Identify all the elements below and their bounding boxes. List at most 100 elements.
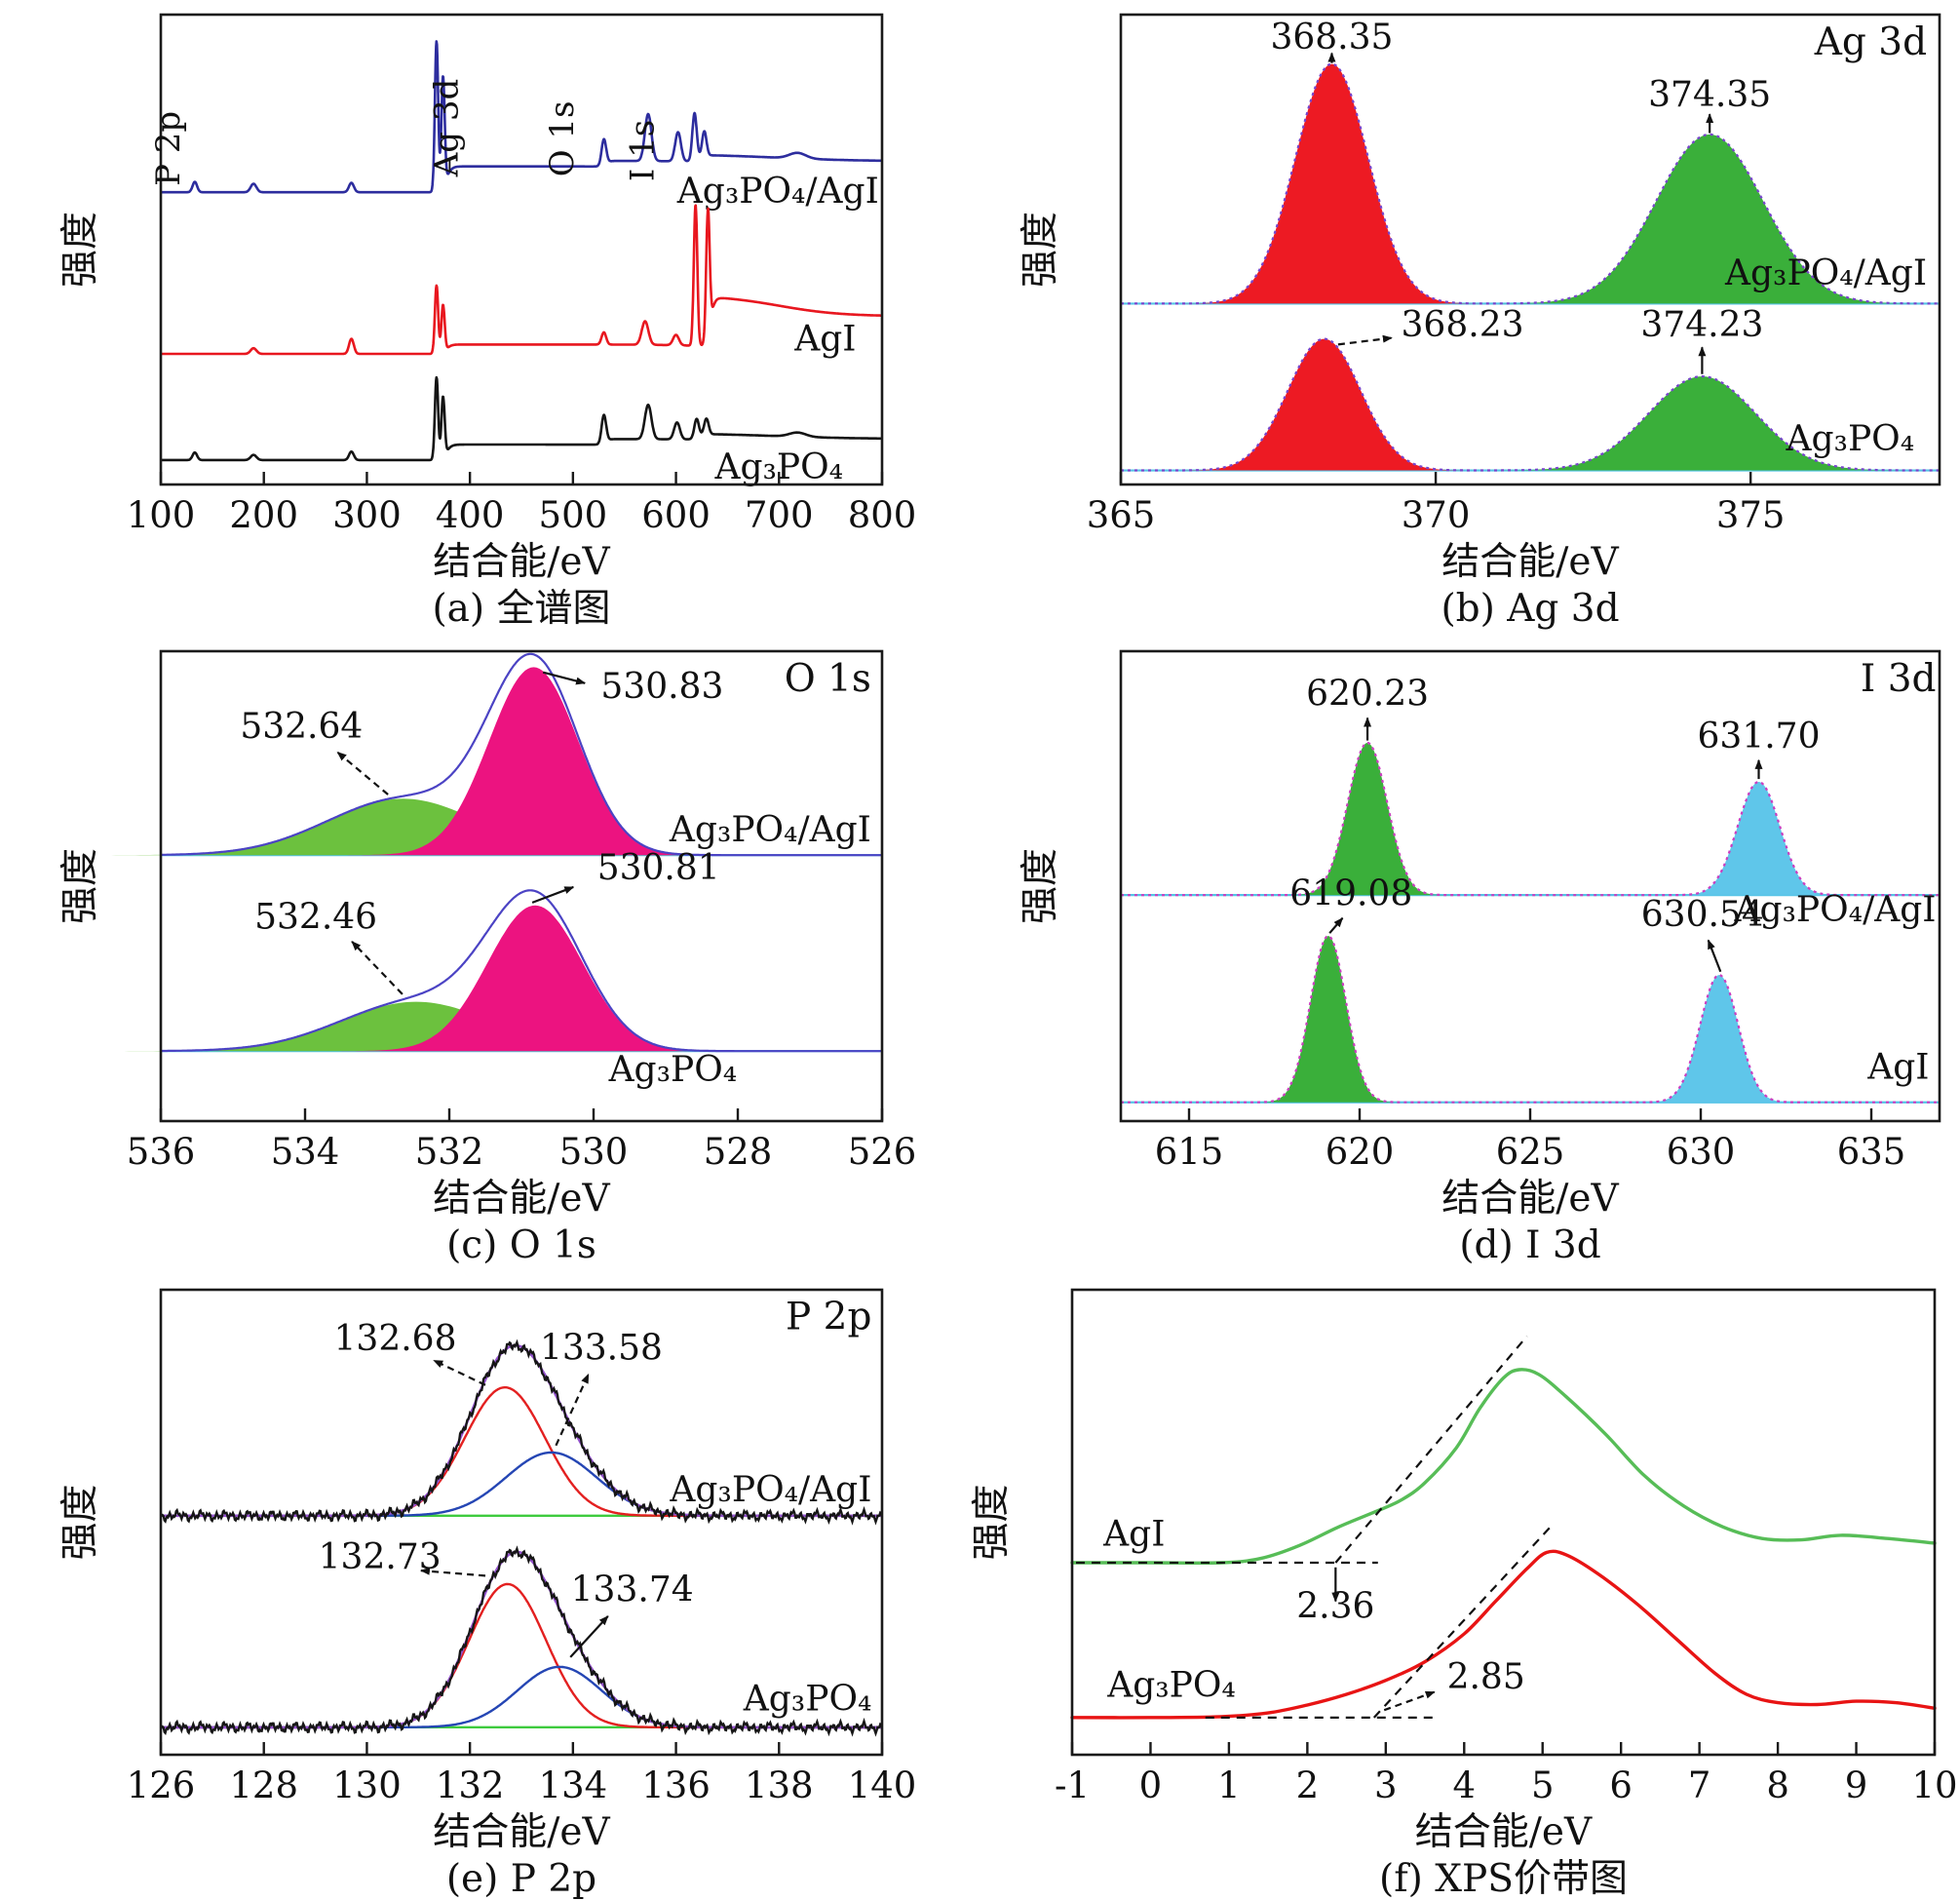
x-tick-label: 500 [539, 494, 608, 536]
x-tick-label: 6 [1609, 1764, 1633, 1806]
panel-d-chart: Ag₃PO₄/AgI AgI 615 620 625 630 635 结合能/eV(d) I … [1018, 649, 1941, 1267]
x-tick-label: 200 [229, 494, 298, 536]
peak-id-label: Ag 3d [427, 79, 466, 178]
peak-value-label: 132.73 [319, 1537, 442, 1577]
peak-value-label: 368.23 [1402, 305, 1524, 345]
peak-value-label: 631.70 [1698, 717, 1821, 756]
valence-band-curve [1070, 1368, 1937, 1566]
x-tick-label: 300 [332, 494, 402, 536]
x-axis-label: 结合能/eV [433, 1810, 610, 1854]
peak-fill [1248, 936, 1408, 1103]
spectrum-curve [160, 375, 883, 462]
peak-value-label: 132.68 [334, 1319, 457, 1359]
x-axis-label: 结合能/eV [433, 1177, 610, 1221]
x-tick-label: 536 [127, 1131, 196, 1173]
panel-b-chart: Ag₃PO₄/AgI Ag₃PO₄ 365 370 375 结合能/eV(b) Ag 3d… [1018, 13, 1951, 631]
panel-caption: (f) XPS价带图 [1379, 1857, 1628, 1900]
axis-box [159, 649, 884, 1123]
envelope-line [1121, 741, 1940, 897]
y-axis-label: 强度 [1018, 212, 1062, 288]
x-tick-label: 625 [1496, 1131, 1565, 1173]
panel-caption: (d) I 3d [1459, 1223, 1600, 1267]
series-label: Ag₃PO₄/AgI [1724, 253, 1927, 293]
annotation-arrow [542, 671, 587, 685]
guide-line [1334, 1335, 1528, 1564]
x-tick-label: 534 [271, 1131, 340, 1173]
peak-fill [1633, 975, 1806, 1103]
peak-value-label: 530.81 [597, 848, 720, 888]
peak-fill [1663, 782, 1855, 896]
x-tick-label: 140 [848, 1764, 917, 1806]
peak-fill [1160, 338, 1489, 471]
annotation-arrow [433, 1359, 486, 1386]
x-tick-label: 600 [641, 494, 711, 536]
series-label: AgI [793, 320, 856, 360]
annotation-arrow [569, 1615, 609, 1658]
peak-value-label: 2.85 [1447, 1657, 1525, 1697]
peak-fill [1461, 376, 1943, 471]
x-tick-label: 4 [1452, 1764, 1476, 1806]
series-label: Ag₃PO₄/AgI [669, 1470, 871, 1510]
x-tick-label: 635 [1837, 1131, 1906, 1173]
peak-fill [1278, 743, 1457, 896]
panel-e-chart: Ag₃PO₄/AgI Ag₃PO₄ 126 128 130 132 134 136 138 140… [58, 1288, 916, 1900]
x-tick-label: 128 [229, 1764, 298, 1806]
x-tick-label: 700 [745, 494, 814, 536]
panel-caption: (a) 全谱图 [432, 587, 610, 631]
panel-title: I 3d [1861, 657, 1937, 701]
annotation-arrow [336, 751, 389, 795]
x-tick-label: 9 [1845, 1764, 1868, 1806]
axis-box [159, 1288, 884, 1757]
x-tick-label: 526 [848, 1131, 917, 1173]
series-label: Ag₃PO₄/AgI [1733, 890, 1936, 930]
x-tick-label: 0 [1139, 1764, 1163, 1806]
x-tick-label: 130 [332, 1764, 402, 1806]
peak-value-label: 2.36 [1296, 1586, 1374, 1626]
peak-value-label: 532.64 [240, 707, 363, 747]
peak-value-label: 532.46 [254, 897, 377, 937]
series-label: Ag₃PO₄ [1785, 419, 1914, 459]
annotation-arrow [555, 1373, 590, 1447]
x-tick-label: 615 [1155, 1131, 1224, 1173]
panel-caption: (c) O 1s [446, 1223, 596, 1267]
series-label: Ag₃PO₄ [608, 1050, 738, 1090]
peak-id-label: P 2p [149, 111, 188, 186]
axis-box [159, 13, 884, 486]
peak-fill [75, 1001, 757, 1052]
x-axis-label: 结合能/eV [433, 540, 610, 584]
panel-caption: (e) P 2p [446, 1857, 596, 1900]
peak-value-label: 374.35 [1648, 75, 1771, 115]
x-tick-label: 3 [1374, 1764, 1398, 1806]
peak-value-label: 374.23 [1640, 305, 1763, 345]
panel-c-chart: Ag₃PO₄/AgI Ag₃PO₄ 536 534 532 530 528 526 结合能/eV… [58, 649, 916, 1267]
x-axis-label: 结合能/eV [1441, 1177, 1619, 1221]
series-label: Ag₃PO₄/AgI [669, 810, 871, 850]
x-tick-label: 134 [539, 1764, 608, 1806]
x-tick-label: -1 [1055, 1764, 1090, 1806]
envelope-line [1121, 934, 1940, 1104]
x-tick-label: 100 [127, 494, 196, 536]
spectrum-curve [160, 40, 883, 194]
annotation-arrow [1707, 939, 1722, 973]
panel-title: O 1s [785, 657, 871, 701]
x-tick-label: 528 [704, 1131, 773, 1173]
peak-id-label: I 1s [623, 120, 662, 181]
peak-fill [321, 905, 749, 1052]
peak-id-label: O 1s [543, 101, 582, 177]
x-tick-label: 2 [1296, 1764, 1320, 1806]
envelope-line [161, 889, 882, 1053]
spectrum-curve [160, 204, 883, 356]
peak-value-label: 133.58 [540, 1329, 663, 1369]
valence-band-curve [1070, 1549, 1937, 1720]
x-tick-label: 365 [1087, 494, 1156, 536]
x-tick-label: 136 [641, 1764, 711, 1806]
raw-data-line [159, 1338, 884, 1526]
axis-box [1070, 1288, 1937, 1757]
series-label: AgI [1866, 1048, 1929, 1088]
peak-value-label: 620.23 [1306, 674, 1429, 714]
peak-value-label: 630.54 [1641, 895, 1764, 935]
x-axis-label: 结合能/eV [1415, 1810, 1593, 1854]
guide-line [1372, 1526, 1552, 1719]
raw-data-line [159, 1545, 884, 1737]
